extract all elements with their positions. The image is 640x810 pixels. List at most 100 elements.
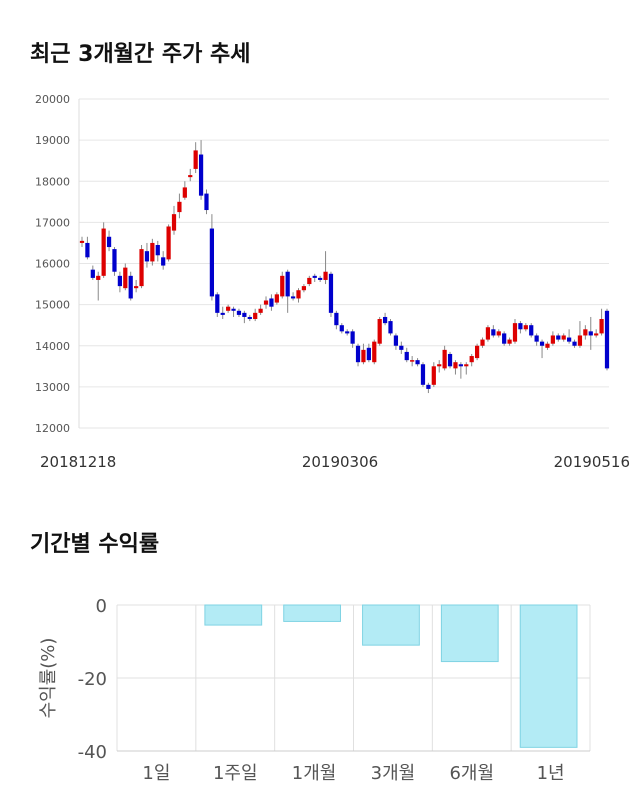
candle-body [334, 312, 339, 326]
candle-body [128, 275, 133, 299]
candle [604, 308, 610, 371]
candle-body [345, 331, 350, 334]
candle-body [518, 323, 523, 330]
candle-body [420, 364, 426, 385]
candle-body [182, 187, 187, 198]
candle [447, 351, 453, 369]
candle-body [253, 312, 258, 320]
candle-body [236, 310, 242, 315]
candle [491, 325, 496, 338]
candle-body [139, 249, 144, 287]
candle [404, 347, 409, 363]
candle-y-tick-label: 12000 [35, 422, 70, 435]
candle [128, 271, 133, 301]
candle [231, 306, 236, 317]
candle [458, 362, 463, 379]
return-bar [519, 604, 578, 748]
candle-body [307, 277, 312, 285]
candle-body [263, 300, 269, 305]
candle [193, 142, 198, 174]
candle [529, 323, 534, 338]
candle-body [507, 339, 512, 344]
bar-x-tick-label: 1년 [537, 763, 565, 784]
candle [355, 343, 361, 367]
candle [263, 296, 269, 309]
candle-body [464, 364, 469, 367]
candle [474, 343, 480, 361]
candle [583, 325, 588, 340]
candle [453, 360, 458, 375]
candle-body [372, 341, 377, 363]
candle [161, 251, 166, 270]
candle [112, 247, 117, 276]
candle-body [150, 242, 155, 262]
candle-body [491, 329, 496, 336]
candle [258, 304, 263, 315]
candle-body [502, 333, 507, 344]
candle-body [188, 175, 193, 178]
candle-body [469, 356, 474, 363]
candle-body [567, 337, 572, 342]
candle-body [594, 333, 599, 336]
candle-body [101, 228, 106, 276]
bar-y-ticks: 0 -20 -40 [78, 596, 107, 763]
candle-body [134, 286, 139, 289]
candle-y-tick-label: 20000 [35, 93, 70, 106]
candle [171, 205, 177, 235]
candle [290, 292, 296, 301]
candle [226, 304, 231, 313]
candle [269, 294, 274, 311]
candle-body [171, 214, 177, 231]
candle-body [366, 347, 371, 361]
candle [464, 362, 469, 375]
candle [539, 339, 545, 359]
candle [480, 337, 485, 348]
candle-body [231, 308, 236, 311]
candle [236, 308, 242, 317]
candle-body [550, 335, 555, 344]
candle-body [242, 312, 247, 317]
candle [328, 271, 334, 317]
return-bar [440, 604, 499, 663]
candle [377, 316, 382, 346]
candle [442, 345, 447, 371]
candle-body [426, 384, 431, 389]
candle [372, 339, 377, 365]
candle [361, 343, 366, 365]
candle-body [556, 335, 561, 340]
candle [410, 356, 415, 367]
candle-body [415, 360, 420, 365]
return-bar [362, 604, 420, 646]
candle [96, 271, 101, 301]
candle [312, 273, 317, 283]
candle [393, 333, 399, 350]
candle-body [599, 319, 604, 334]
candle [496, 329, 501, 338]
candle [301, 284, 307, 293]
price-trend-title: 최근 3개월간 주가 추세 [30, 42, 251, 67]
candle [144, 242, 150, 268]
candle-body [604, 310, 610, 369]
candle [561, 333, 566, 342]
candle-body [296, 290, 301, 299]
candle-body [204, 193, 209, 211]
candle [242, 310, 247, 324]
bar-x-tick-label: 1주일 [213, 763, 258, 784]
candle [507, 337, 512, 346]
candle [150, 238, 155, 266]
candle [198, 140, 204, 200]
candle-x-label: 20181218 [40, 453, 116, 471]
candle-body [399, 345, 404, 350]
candle [388, 319, 393, 336]
candle-body [534, 335, 539, 342]
candle-body [274, 294, 279, 303]
candle-y-tick-label: 16000 [35, 258, 70, 271]
candle-y-tick-label: 19000 [35, 134, 70, 147]
candle-body [258, 308, 263, 313]
bar-marks [204, 604, 578, 748]
candle-body [85, 242, 90, 258]
candle-y-tick-label: 13000 [35, 381, 70, 394]
candle [339, 323, 344, 334]
candle-y-tick-label: 17000 [35, 216, 70, 229]
